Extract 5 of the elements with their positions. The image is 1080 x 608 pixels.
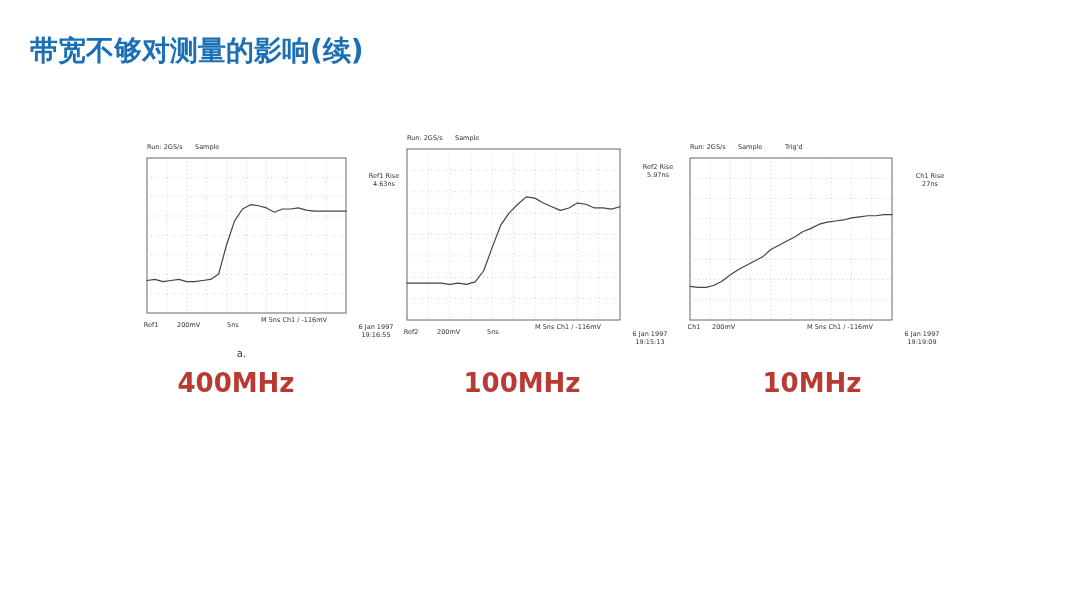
chart-title: 带宽不够对测量的影响(续) <box>30 34 364 67</box>
x-axis-title: 400MHz <box>177 368 295 398</box>
x-axis-title: 100MHz <box>463 368 581 398</box>
text: a. <box>236 348 247 359</box>
x-axis-title: 10MHz <box>762 368 862 398</box>
